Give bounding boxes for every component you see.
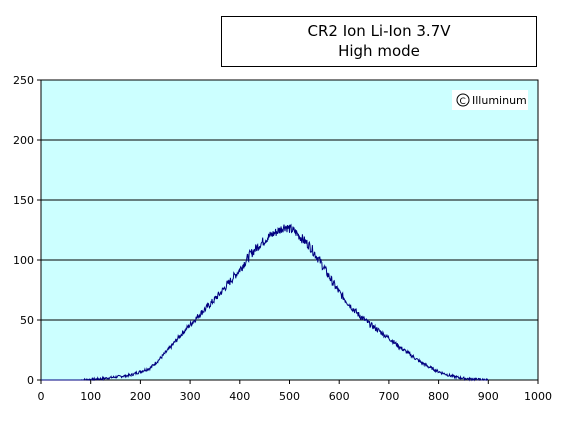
copyright-icon — [456, 93, 470, 107]
x-tick-label: 300 — [180, 390, 201, 403]
y-axis: 0 50 100 150 200 250 — [13, 74, 41, 387]
watermark-label: Illuminum — [472, 94, 527, 107]
y-tick-label: 150 — [13, 194, 34, 207]
x-tick-label: 100 — [80, 390, 101, 403]
svg-text:C: C — [460, 97, 466, 107]
y-tick-label: 250 — [13, 74, 34, 87]
x-tick-label: 200 — [130, 390, 151, 403]
chart-title-line-1: CR2 Ion Li-Ion 3.7V — [307, 22, 451, 40]
y-tick-label: 100 — [13, 254, 34, 267]
y-tick-label: 0 — [27, 374, 34, 387]
x-tick-label: 700 — [378, 390, 399, 403]
x-tick-label: 0 — [38, 390, 45, 403]
y-tick-label: 50 — [20, 314, 34, 327]
x-axis: 0 100 200 300 400 500 600 700 800 900 1000 — [38, 380, 552, 403]
series-line — [41, 223, 489, 382]
watermark: C Illuminum — [452, 90, 528, 110]
chart-title-box: CR2 Ion Li-Ion 3.7V High mode — [221, 16, 537, 67]
x-tick-label: 600 — [329, 390, 350, 403]
gridlines — [41, 139, 538, 321]
x-tick-label: 500 — [279, 390, 300, 403]
y-tick-label: 200 — [13, 134, 34, 147]
chart-title-line-2: High mode — [338, 42, 420, 60]
x-tick-label: 1000 — [524, 390, 552, 403]
x-tick-label: 900 — [478, 390, 499, 403]
series-layer — [41, 223, 489, 382]
x-tick-label: 400 — [229, 390, 250, 403]
x-tick-label: 800 — [428, 390, 449, 403]
